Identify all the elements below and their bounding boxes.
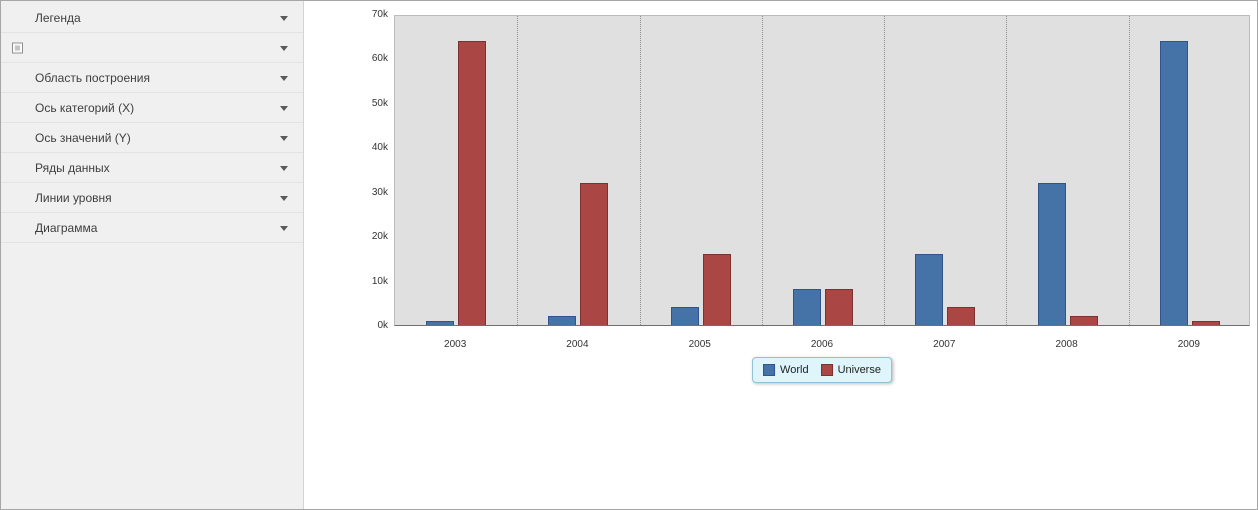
gridline (639, 16, 641, 325)
bar-universe-2003[interactable] (458, 40, 487, 325)
bar-universe-2005[interactable] (702, 253, 731, 325)
y-tick-label: 60k (371, 53, 388, 65)
legend-item-universe[interactable]: Universe (820, 364, 881, 376)
chart-preview-panel: 0k 10k 20k 30k 40k 50k 60k 70k 2003 2004 2005 2006… (304, 1, 1257, 509)
bar-world-2006[interactable] (793, 289, 821, 325)
sidebar-item-label: Область построения (35, 70, 150, 85)
x-tick-label: 2007 (933, 339, 956, 350)
gridline (1006, 16, 1008, 325)
sidebar-item-label: Ось категорий (X) (35, 100, 135, 115)
sidebar-item-x-axis[interactable]: Ось категорий (X) (1, 93, 303, 123)
chevron-down-icon (280, 165, 288, 171)
gridline (1128, 16, 1130, 325)
y-tick-label: 50k (371, 97, 388, 109)
bar-world-2003[interactable] (426, 320, 455, 325)
sidebar-item-label: Легенда (35, 10, 81, 25)
bar-world-2008[interactable] (1037, 182, 1066, 325)
legend-swatch (820, 364, 833, 376)
y-tick-label: 40k (371, 142, 388, 154)
bar-universe-2006[interactable] (825, 289, 853, 325)
bar-universe-2004[interactable] (580, 182, 609, 325)
x-tick-label: 2005 (688, 339, 711, 350)
y-tick-label: 70k (371, 9, 388, 20)
gridline (884, 16, 886, 325)
bar-universe-2007[interactable] (947, 307, 976, 325)
x-tick-label: 2009 (1177, 339, 1200, 350)
legend-label: World (780, 364, 809, 376)
sidebar-item-plot-area[interactable]: Область построения (1, 63, 303, 93)
chevron-down-icon (280, 75, 288, 81)
chevron-down-icon (280, 225, 288, 231)
chart-legend[interactable]: World Universe (752, 357, 892, 383)
legend-item-world[interactable]: World (763, 364, 809, 376)
sidebar-item-chart[interactable]: Диаграмма (1, 213, 303, 243)
chevron-down-icon (280, 15, 288, 21)
bar-world-2009[interactable] (1159, 40, 1188, 325)
gridline (761, 16, 763, 325)
legend-swatch (763, 364, 776, 376)
y-tick-label: 10k (371, 275, 388, 287)
y-tick-label: 0k (377, 320, 388, 331)
plot-area[interactable] (394, 15, 1250, 326)
legend-label: Universe (837, 364, 881, 376)
panel-box-icon[interactable] (12, 42, 23, 53)
panel-box-inner (15, 45, 20, 50)
bar-world-2005[interactable] (670, 307, 699, 325)
y-tick-label: 30k (371, 186, 388, 198)
sidebar-item-legend[interactable]: Легенда (1, 3, 303, 33)
bar-world-2004[interactable] (548, 316, 577, 325)
sidebar-item-series[interactable]: Ряды данных (1, 153, 303, 183)
chevron-down-icon (280, 135, 288, 141)
properties-sidebar: Легенда Область построения Ось категорий (… (1, 1, 304, 509)
chevron-down-icon (280, 105, 288, 111)
chevron-down-icon (280, 45, 288, 51)
chevron-down-icon (280, 195, 288, 201)
y-tick-label: 20k (371, 231, 388, 243)
gridline (517, 16, 519, 325)
bar-universe-2008[interactable] (1069, 316, 1098, 325)
sidebar-item-label: Ось значений (Y) (35, 130, 131, 145)
x-tick-label: 2004 (566, 339, 589, 350)
sidebar-item-level-lines[interactable]: Линии уровня (1, 183, 303, 213)
bar-world-2007[interactable] (915, 253, 944, 325)
sidebar-item-label: Линии уровня (35, 190, 112, 205)
bar-universe-2009[interactable] (1191, 320, 1220, 325)
sidebar-item-unnamed-panel[interactable] (1, 33, 303, 63)
sidebar-item-label: Диаграмма (35, 220, 98, 235)
sidebar-item-label: Ряды данных (35, 160, 110, 175)
sidebar-item-y-axis[interactable]: Ось значений (Y) (1, 123, 303, 153)
x-tick-label: 2008 (1055, 339, 1078, 350)
x-tick-label: 2003 (444, 339, 467, 350)
x-tick-label: 2006 (810, 339, 834, 350)
